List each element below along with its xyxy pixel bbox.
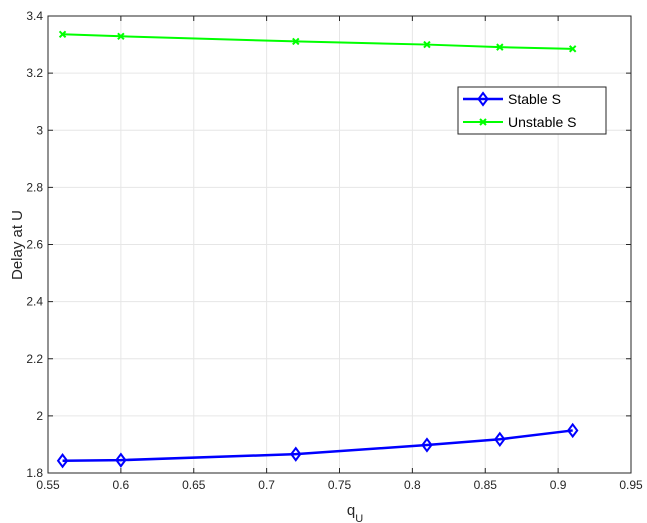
data-point-stable-s [421, 437, 433, 453]
x-tick-label: 0.95 [619, 478, 643, 492]
x-tick-label: 0.75 [328, 478, 352, 492]
y-tick-label: 2.8 [26, 180, 43, 194]
data-point-unstable-s [568, 45, 577, 53]
x-axis-label-subscript: U [355, 513, 363, 523]
legend-entry-unstable-s: Unstable S [463, 114, 576, 130]
y-tick-label: 2.4 [26, 295, 43, 309]
x-tick-label: 0.9 [550, 478, 567, 492]
data-point-unstable-s [117, 32, 125, 40]
y-axis-label: Delay at U [9, 210, 26, 280]
x-axis-ticks: 0.55 0.6 0.65 0.7 0.75 0.8 0.85 0.9 0.95 [36, 16, 643, 492]
data-point-stable-s [56, 453, 69, 469]
y-tick-label: 2.2 [26, 352, 43, 366]
data-point-unstable-s [292, 37, 300, 46]
series-line-unstable-s [62, 33, 573, 50]
x-tick-label: 0.55 [36, 478, 60, 492]
x-axis-label-main: q [347, 502, 355, 519]
legend-marker-stable-s [477, 91, 489, 107]
grid-lines [47, 15, 632, 474]
series-unstable-s [58, 30, 577, 53]
x-tick-label: 0.85 [474, 478, 498, 492]
data-point-stable-s [290, 446, 302, 462]
y-tick-label: 3.2 [26, 66, 43, 80]
data-point-unstable-s [58, 30, 67, 38]
series-line-stable-s [62, 429, 573, 462]
legend-label-unstable-s: Unstable S [508, 114, 576, 130]
x-axis-label: qU [347, 502, 363, 523]
x-tick-label: 0.65 [182, 478, 206, 492]
y-axis-ticks: 1.8 2 2.2 2.4 2.6 2.8 3 3.2 3.4 [26, 9, 631, 480]
data-point-unstable-s [496, 43, 504, 51]
legend: Stable S Unstable S [457, 86, 607, 135]
x-tick-label: 0.8 [404, 478, 421, 492]
legend-label-stable-s: Stable S [508, 91, 561, 107]
legend-marker-unstable-s [479, 118, 487, 126]
data-point-unstable-s [423, 40, 431, 49]
data-point-stable-s [494, 431, 506, 447]
data-point-stable-s [115, 452, 127, 468]
y-tick-label: 1.8 [26, 466, 43, 480]
y-tick-label: 2 [36, 409, 43, 423]
y-tick-label: 2.6 [26, 238, 43, 252]
series-layer [56, 30, 579, 469]
series-stable-s [56, 422, 579, 469]
y-tick-label: 3 [36, 123, 43, 137]
y-tick-label: 3.4 [26, 9, 43, 23]
legend-entry-stable-s: Stable S [463, 91, 561, 107]
x-tick-label: 0.7 [258, 478, 275, 492]
data-point-stable-s [566, 422, 579, 439]
x-tick-label: 0.6 [113, 478, 130, 492]
